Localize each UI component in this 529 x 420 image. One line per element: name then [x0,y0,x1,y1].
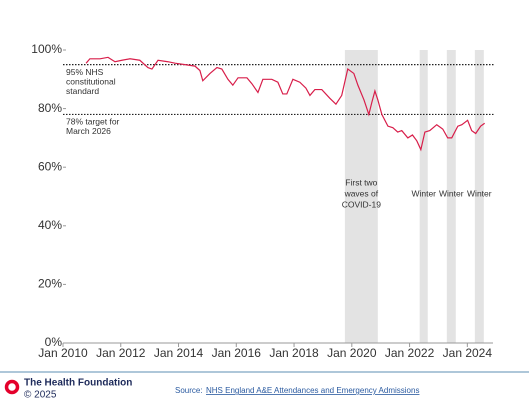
x-tick-label: Jan 2018 [269,346,319,360]
x-tick-label: Jan 2010 [38,346,88,360]
region-label: Winter [467,188,492,198]
reference-label: 95% NHS [66,67,104,77]
shaded-region [474,50,484,343]
shaded-region [419,50,428,343]
x-tick-label: Jan 2022 [385,346,435,360]
y-tick-label: 100% [31,42,62,56]
organisation: The Health Foundation [24,378,132,389]
y-tick-label: 0% [45,335,63,349]
region-label: COVID-19 [342,199,381,209]
logo [4,379,20,395]
source-link[interactable]: NHS England A&E Attendances and Emergenc… [206,386,419,395]
x-tick-label: Jan 2016 [212,346,262,360]
region-label: waves of [344,188,379,198]
region-label: Winter [411,188,436,198]
y-tick-label: 60% [38,159,62,173]
y-tick-label: 80% [38,101,62,115]
copyright: © 2025 [24,390,57,401]
x-tick-label: Jan 2024 [443,346,493,360]
reference-label: standard [66,86,99,96]
shaded-region [446,50,456,343]
data-line [85,56,486,152]
reference-label: constitutional [66,76,116,86]
region-label: First two [345,177,377,187]
x-tick-label: Jan 2012 [96,346,146,360]
reference-label: March 2026 [66,126,111,136]
y-tick-label: 40% [38,218,62,232]
x-tick-label: Jan 2020 [327,346,377,360]
x-tick-label: Jan 2014 [154,346,204,360]
source-prefix: Source: [175,386,203,395]
y-tick-label: 20% [38,277,62,291]
reference-label: 78% target for [66,117,120,127]
region-label: Winter [439,188,464,198]
